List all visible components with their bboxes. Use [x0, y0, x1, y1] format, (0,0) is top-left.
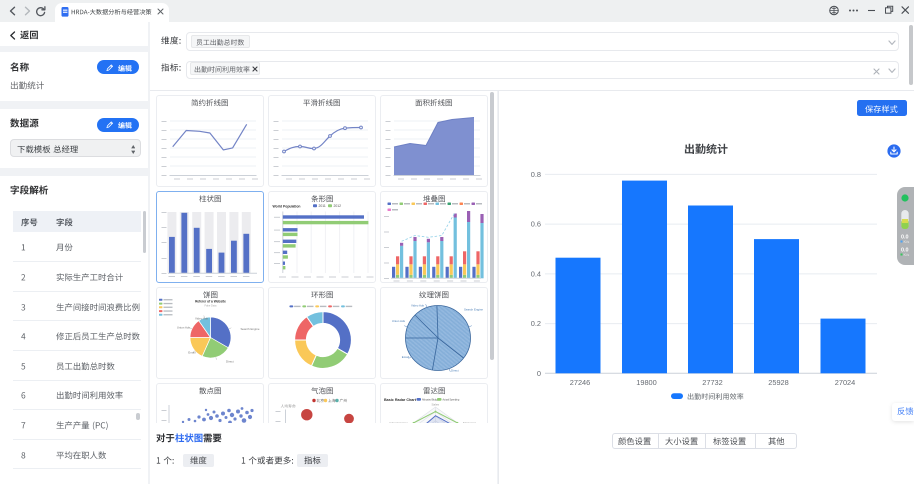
svg-text:Union Ads: Union Ads: [177, 326, 191, 330]
svg-text:19800: 19800: [636, 378, 657, 387]
svg-text:2012: 2012: [334, 204, 342, 208]
svg-text:0.2: 0.2: [531, 319, 541, 328]
svg-text:0.8: 0.8: [531, 170, 541, 179]
svg-text:27024: 27024: [835, 378, 856, 387]
svg-text:Fake Data: Fake Data: [205, 303, 218, 307]
svg-text:Allocated Budget: Allocated Budget: [422, 399, 440, 402]
svg-text:Direct: Direct: [451, 369, 459, 373]
svg-text:Actual Spending: Actual Spending: [443, 399, 460, 402]
svg-text:Video Ads: Video Ads: [411, 304, 425, 308]
svg-text:Video Ads: Video Ads: [195, 317, 209, 321]
svg-text:2011: 2011: [319, 204, 326, 208]
svg-text:Email: Email: [188, 351, 196, 355]
svg-text:0: 0: [537, 369, 541, 378]
svg-text:27732: 27732: [702, 378, 723, 387]
svg-text:0.0: 0.0: [901, 247, 909, 253]
svg-text:World Population: World Population: [273, 205, 301, 209]
svg-text:0.6: 0.6: [531, 220, 541, 229]
svg-text:Search Engine: Search Engine: [464, 308, 483, 312]
svg-text:Direct: Direct: [226, 360, 234, 364]
svg-text:Referer of a Website: Referer of a Website: [195, 299, 226, 303]
svg-text:K/s: K/s: [904, 252, 910, 257]
svg-text:Search Engine: Search Engine: [241, 327, 260, 331]
svg-text:0.4: 0.4: [531, 270, 541, 279]
svg-text:Union Ads: Union Ads: [392, 319, 406, 323]
svg-text:K/s: K/s: [904, 239, 910, 244]
svg-text:0.0: 0.0: [901, 234, 909, 240]
svg-text:Email: Email: [402, 355, 410, 359]
svg-text:27246: 27246: [570, 378, 591, 387]
svg-text:Sales: Sales: [432, 403, 440, 407]
svg-text:25928: 25928: [768, 378, 789, 387]
svg-text:Basic Radar Chart: Basic Radar Chart: [384, 398, 417, 402]
